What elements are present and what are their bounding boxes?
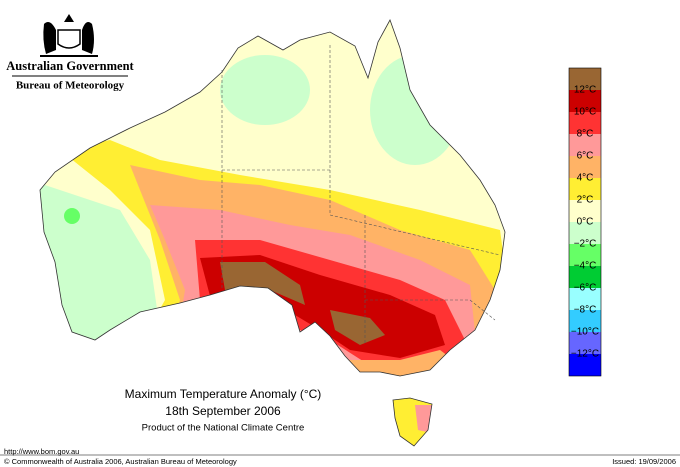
title: Maximum Temperature Anomaly (°C) — [125, 387, 322, 401]
state-borders — [221, 45, 501, 345]
legend-label: −10°C — [571, 327, 599, 338]
legend-swatch — [569, 310, 601, 332]
legend-frame — [568, 67, 602, 377]
legend-swatch — [569, 156, 601, 178]
legend-swatch — [569, 200, 601, 222]
product: Product of the National Climate Centre — [142, 423, 305, 434]
legend-label: 12°C — [574, 85, 596, 96]
legend-label: −2°C — [574, 239, 597, 250]
emblem — [40, 14, 98, 57]
government: Australian Government — [6, 59, 134, 73]
legend-swatch — [569, 112, 601, 134]
legend-label: 4°C — [577, 173, 594, 184]
legend-label: 10°C — [574, 107, 596, 118]
legend-label: 8°C — [577, 129, 594, 140]
legend-label: −8°C — [574, 305, 597, 316]
legend-swatch — [569, 266, 601, 288]
legend-label: −4°C — [574, 261, 597, 272]
legend-swatch — [569, 134, 601, 156]
legend-swatch — [569, 244, 601, 266]
legend-swatch — [569, 222, 601, 244]
legend: 12°C 10°C 8°C 6°C 4°C 2°C 0°C −2°C −4°C −6°C −8°C −… — [568, 67, 602, 377]
copyright: © Commonwealth of Australia 2006, Austra… — [4, 457, 237, 466]
issued: Issued: 19/09/2006 — [612, 457, 676, 466]
agency: Bureau of Meteorology — [16, 80, 125, 92]
legend-swatch — [569, 90, 601, 112]
legend-label: 6°C — [577, 151, 594, 162]
legend-swatch — [569, 178, 601, 200]
legend-label: −6°C — [574, 283, 597, 294]
legend-swatch — [569, 288, 601, 310]
date: 18th September 2006 — [165, 404, 281, 418]
url: http://www.bom.gov.au — [4, 447, 79, 456]
legend-swatch — [569, 68, 601, 90]
legend-label: 2°C — [577, 195, 594, 206]
legend-label: 0°C — [577, 217, 594, 228]
legend-swatch — [569, 354, 601, 376]
tasmania-outline — [392, 397, 433, 447]
legend-label: −12°C — [571, 349, 599, 360]
legend-swatch — [569, 332, 601, 354]
